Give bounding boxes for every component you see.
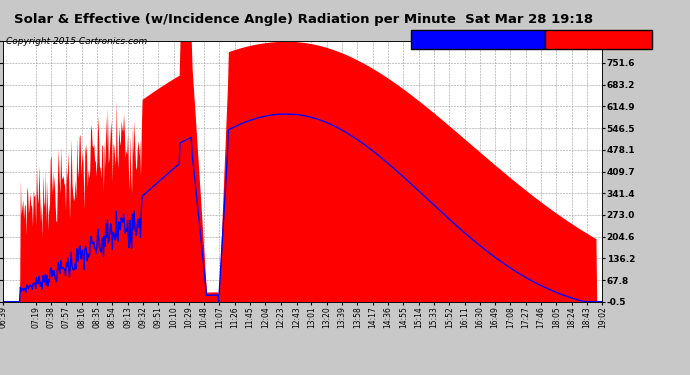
Text: Copyright 2015 Cartronics.com: Copyright 2015 Cartronics.com — [6, 38, 147, 46]
Text: Radiation (w/m2): Radiation (w/m2) — [557, 35, 640, 44]
Text: Radiation (Effective w/m2): Radiation (Effective w/m2) — [413, 35, 542, 44]
Text: Solar & Effective (w/Incidence Angle) Radiation per Minute  Sat Mar 28 19:18: Solar & Effective (w/Incidence Angle) Ra… — [14, 13, 593, 26]
